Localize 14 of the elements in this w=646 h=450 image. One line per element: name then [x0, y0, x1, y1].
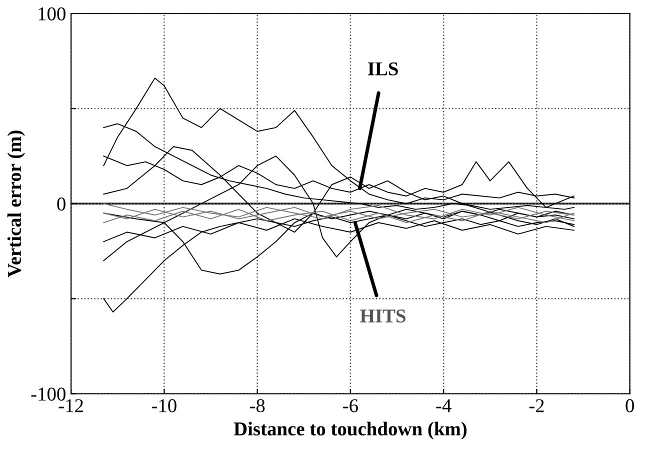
y-tick-label: 0 [57, 197, 66, 211]
x-tick-label: -8 [250, 399, 265, 412]
annotation: ILS [368, 62, 398, 76]
x-tick-label: -4 [436, 399, 452, 412]
x-tick-label: 0 [626, 399, 634, 412]
x-tick-label: -10 [152, 399, 176, 412]
x-tick-label: -12 [58, 399, 83, 412]
x-axis-title: Distance to touchdown (km) [234, 422, 467, 440]
x-tick-label: -2 [529, 399, 544, 412]
y-tick-label: -100 [31, 388, 66, 401]
annotation: HITS [360, 310, 406, 323]
y-tick-label: 100 [38, 7, 66, 20]
y-axis-title: Vertical error (m) [7, 130, 25, 278]
x-tick-label: -6 [343, 399, 358, 412]
